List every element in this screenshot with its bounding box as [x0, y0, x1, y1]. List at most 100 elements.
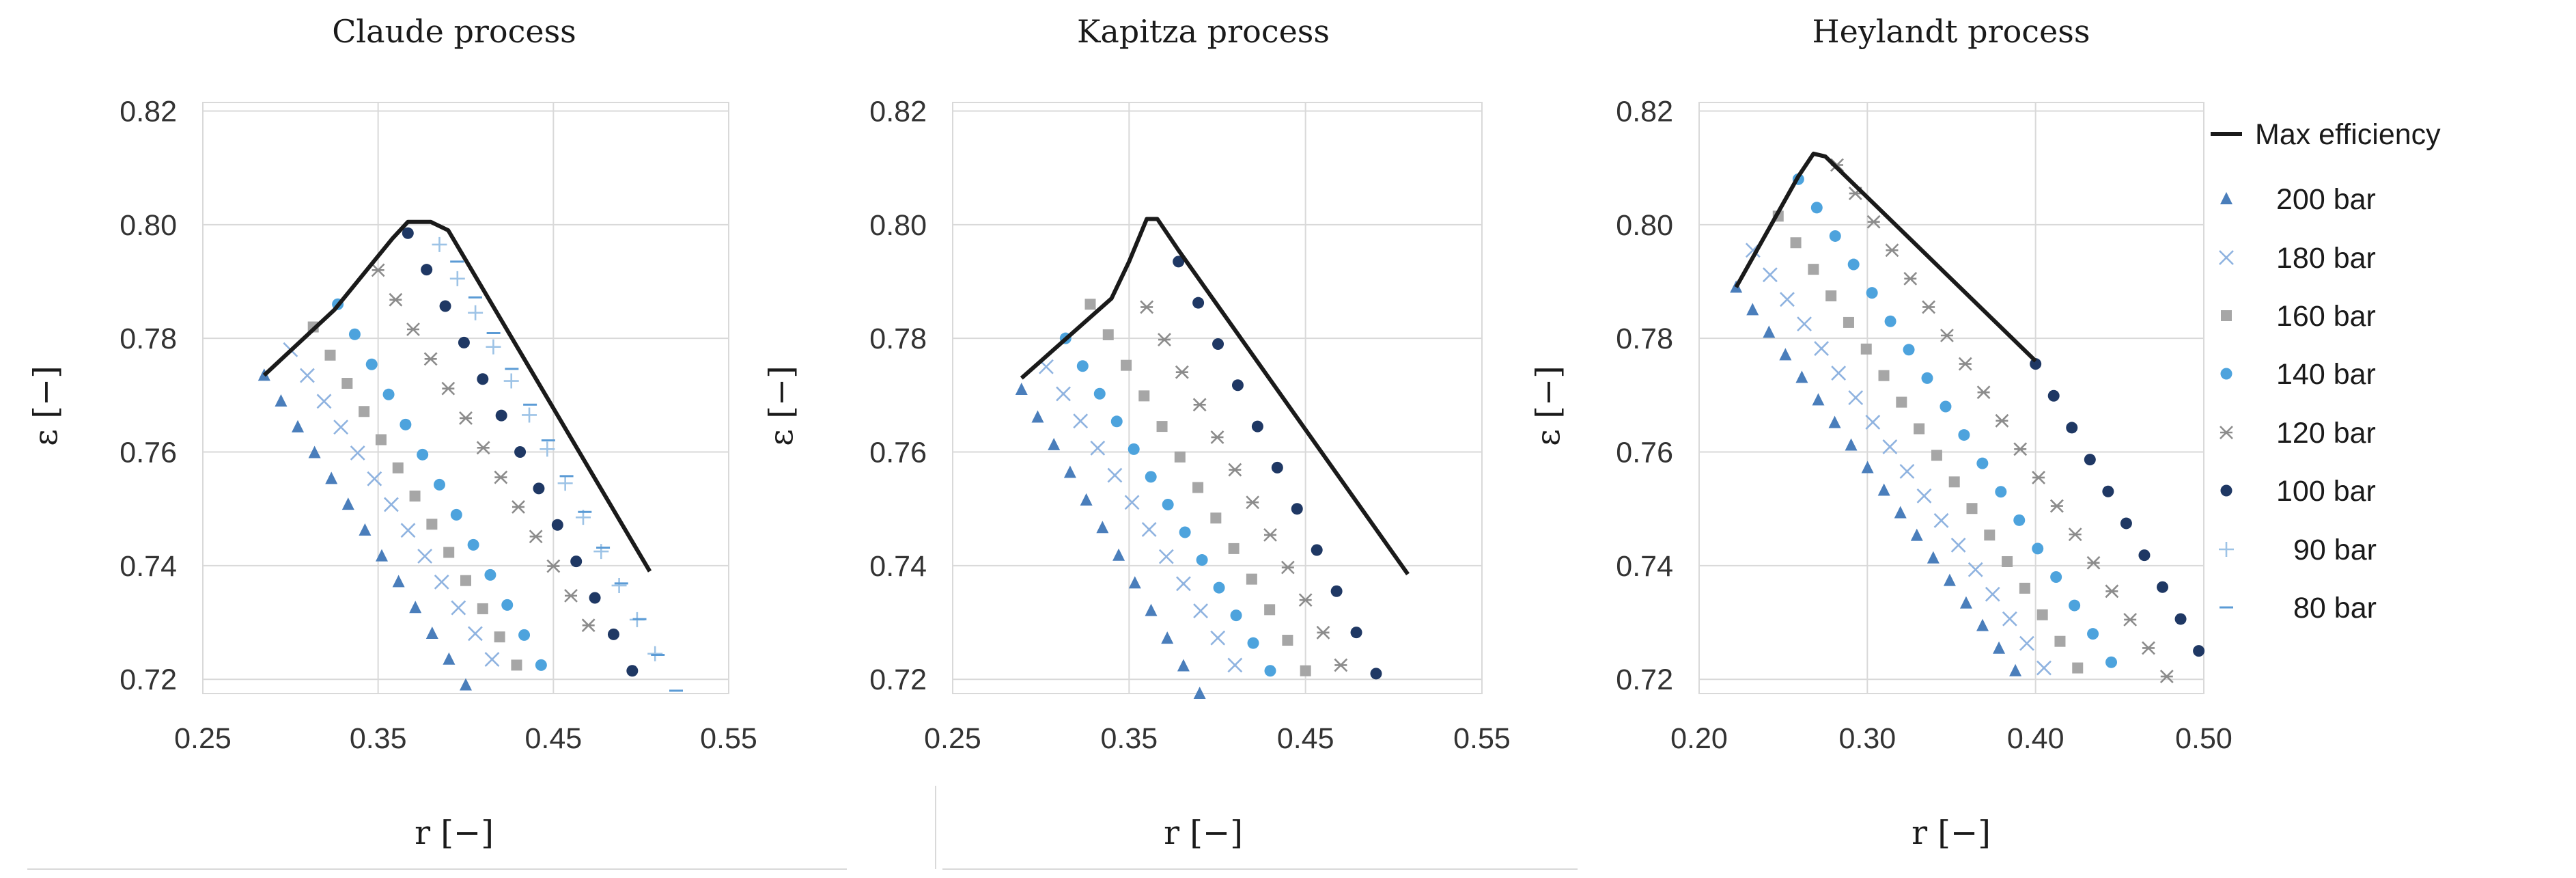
point-120-bar [494, 470, 508, 484]
y-tick-label: 0.80 [120, 209, 177, 242]
x-tick-label: 0.50 [2175, 722, 2232, 755]
point-140-bar [1196, 554, 1208, 566]
point-120-bar [459, 411, 473, 425]
point-160-bar [2036, 609, 2048, 620]
point-90-bar [522, 407, 537, 423]
point-160-bar [477, 603, 488, 614]
point-180-bar [434, 574, 449, 590]
legend-item-120-bar: 120 bar [2220, 417, 2376, 450]
point-200-bar [443, 652, 456, 665]
x-axis-label: r [−] [1164, 814, 1243, 852]
point-120-bar [512, 499, 525, 514]
point-180-bar [1780, 292, 1795, 307]
legend-item-80-bar: 80 bar [2220, 592, 2377, 625]
point-100-bar [1251, 420, 1263, 433]
point-160-bar [1156, 421, 1168, 433]
legend-label: 140 bar [2276, 358, 2376, 391]
point-180-bar [1814, 341, 1830, 357]
point-180-bar [1848, 390, 1864, 405]
point-180-bar [350, 445, 365, 461]
point-200-bar [1812, 393, 1825, 406]
point-120-bar [371, 263, 385, 277]
point-140-bar [1110, 415, 1123, 428]
point-200-bar [1927, 551, 1940, 564]
point-200-bar [1959, 596, 1972, 609]
point-160-bar [2054, 635, 2066, 647]
star-glyph [2220, 426, 2233, 439]
point-120-bar [2068, 527, 2082, 542]
plus-marker-icon [2219, 542, 2234, 557]
y-tick-label: 0.78 [869, 323, 927, 355]
point-140-bar [1230, 609, 1242, 622]
legend: Max efficiency 200 bar 180 bar 160 bar 1… [2211, 118, 2441, 625]
x-tick-label: 0.30 [1838, 722, 1896, 755]
point-90-bar [611, 577, 627, 593]
point-100-bar [533, 482, 545, 495]
point-200-bar [1015, 383, 1028, 396]
point-100-bar [495, 409, 507, 422]
point-140-bar [1179, 526, 1191, 538]
point-140-bar [2050, 571, 2062, 583]
point-160-bar [392, 462, 404, 474]
x-tick-label: 0.45 [524, 722, 582, 755]
point-140-bar [2069, 599, 2081, 612]
point-120-bar [1298, 593, 1313, 607]
point-200-bar [1080, 493, 1093, 506]
point-180-bar [467, 626, 483, 642]
point-180-bar [1933, 512, 1949, 528]
point-200-bar [1048, 437, 1061, 450]
point-100-bar [2102, 485, 2114, 497]
point-160-bar [1121, 359, 1132, 371]
point-160-bar [1931, 450, 1942, 461]
point-160-bar [1282, 635, 1293, 646]
point-140-bar [501, 599, 514, 611]
point-180-bar [417, 549, 433, 564]
point-160-bar [1102, 329, 1114, 340]
legend-label: 120 bar [2276, 417, 2376, 450]
point-180-bar [1176, 576, 1191, 592]
legend-label: 200 bar [2276, 183, 2376, 216]
point-120-bar [2159, 670, 2174, 683]
point-100-bar [1173, 256, 1185, 268]
point-180-bar [367, 471, 382, 486]
point-200-bar [1193, 687, 1206, 699]
point-100-bar [458, 336, 470, 348]
point-200-bar [341, 497, 354, 510]
y-tick-label: 0.76 [869, 437, 927, 469]
point-160-bar [1966, 503, 1978, 515]
point-160-bar [1878, 370, 1890, 381]
panel-claude: Claude process 0.25 0.35 0.45 0.55 0.72 0.74 0… [27, 13, 757, 852]
point-180-bar [1899, 463, 1915, 479]
x-tick-label: 0.35 [1100, 722, 1158, 755]
cross-glyph [2219, 250, 2234, 265]
point-200-bar [376, 549, 389, 562]
circle-marker-icon [2220, 484, 2232, 497]
point-90-bar [468, 305, 484, 320]
point-120-bar [2032, 471, 2045, 484]
point-180-bar [1985, 586, 2000, 602]
point-140-bar [1264, 665, 1276, 677]
point-120-bar [1885, 243, 1899, 258]
point-120-bar [1280, 560, 1295, 575]
point-100-bar [1291, 503, 1303, 515]
point-120-bar [1228, 463, 1242, 477]
point-160-bar [324, 349, 336, 361]
x-axis-label: r [−] [415, 814, 494, 852]
point-180-bar [2002, 611, 2017, 627]
point-100-bar [1192, 297, 1205, 309]
y-tick-label: 0.72 [120, 663, 177, 696]
point-160-bar [460, 575, 471, 586]
point-140-bar [484, 568, 496, 581]
point-200-bar [1795, 370, 1808, 383]
point-160-bar [511, 659, 522, 671]
point-140-bar [1866, 287, 1878, 299]
point-200-bar [1894, 506, 1907, 519]
point-90-bar [557, 476, 573, 491]
point-200-bar [1943, 573, 1956, 586]
point-120-bar [1316, 625, 1330, 640]
point-140-bar [1247, 637, 1259, 649]
point-120-bar [1246, 495, 1260, 510]
circle-glyph [2220, 368, 2232, 380]
point-180-bar [1210, 630, 1226, 646]
